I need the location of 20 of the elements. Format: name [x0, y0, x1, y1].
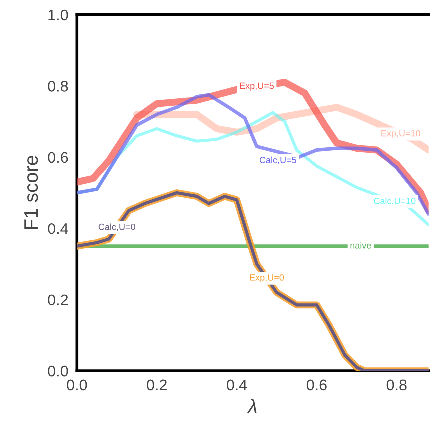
y-tick-label: 0.4 [48, 223, 68, 234]
y-tick-label: 0.6 [48, 152, 68, 164]
x-tick-label: 0.2 [147, 380, 167, 391]
series-label: Exp,U=10 [382, 130, 420, 138]
x-tick-label: 0.8 [386, 380, 407, 391]
y-tick-label: 0.0 [48, 366, 68, 377]
x-tick-label: 0.4 [226, 380, 248, 391]
series-label: Exp,U=0 [250, 274, 284, 283]
x-axis-title: λ [247, 399, 257, 414]
series-label: Exp,U=5 [240, 82, 274, 91]
y-tick-label: 1.0 [48, 10, 68, 21]
series-label: Calc,U=10 [374, 198, 416, 206]
series-label: Calc,U=0 [98, 224, 136, 232]
series-label: Calc,U=5 [260, 156, 296, 164]
x-tick-label: 0.0 [67, 380, 88, 391]
y-tick-label: 0.8 [48, 81, 68, 92]
y-axis-title: F1 score [24, 156, 38, 230]
series-label: naive [350, 242, 372, 249]
y-tick-label: 0.2 [48, 294, 68, 306]
x-tick-label: 0.6 [306, 380, 327, 391]
